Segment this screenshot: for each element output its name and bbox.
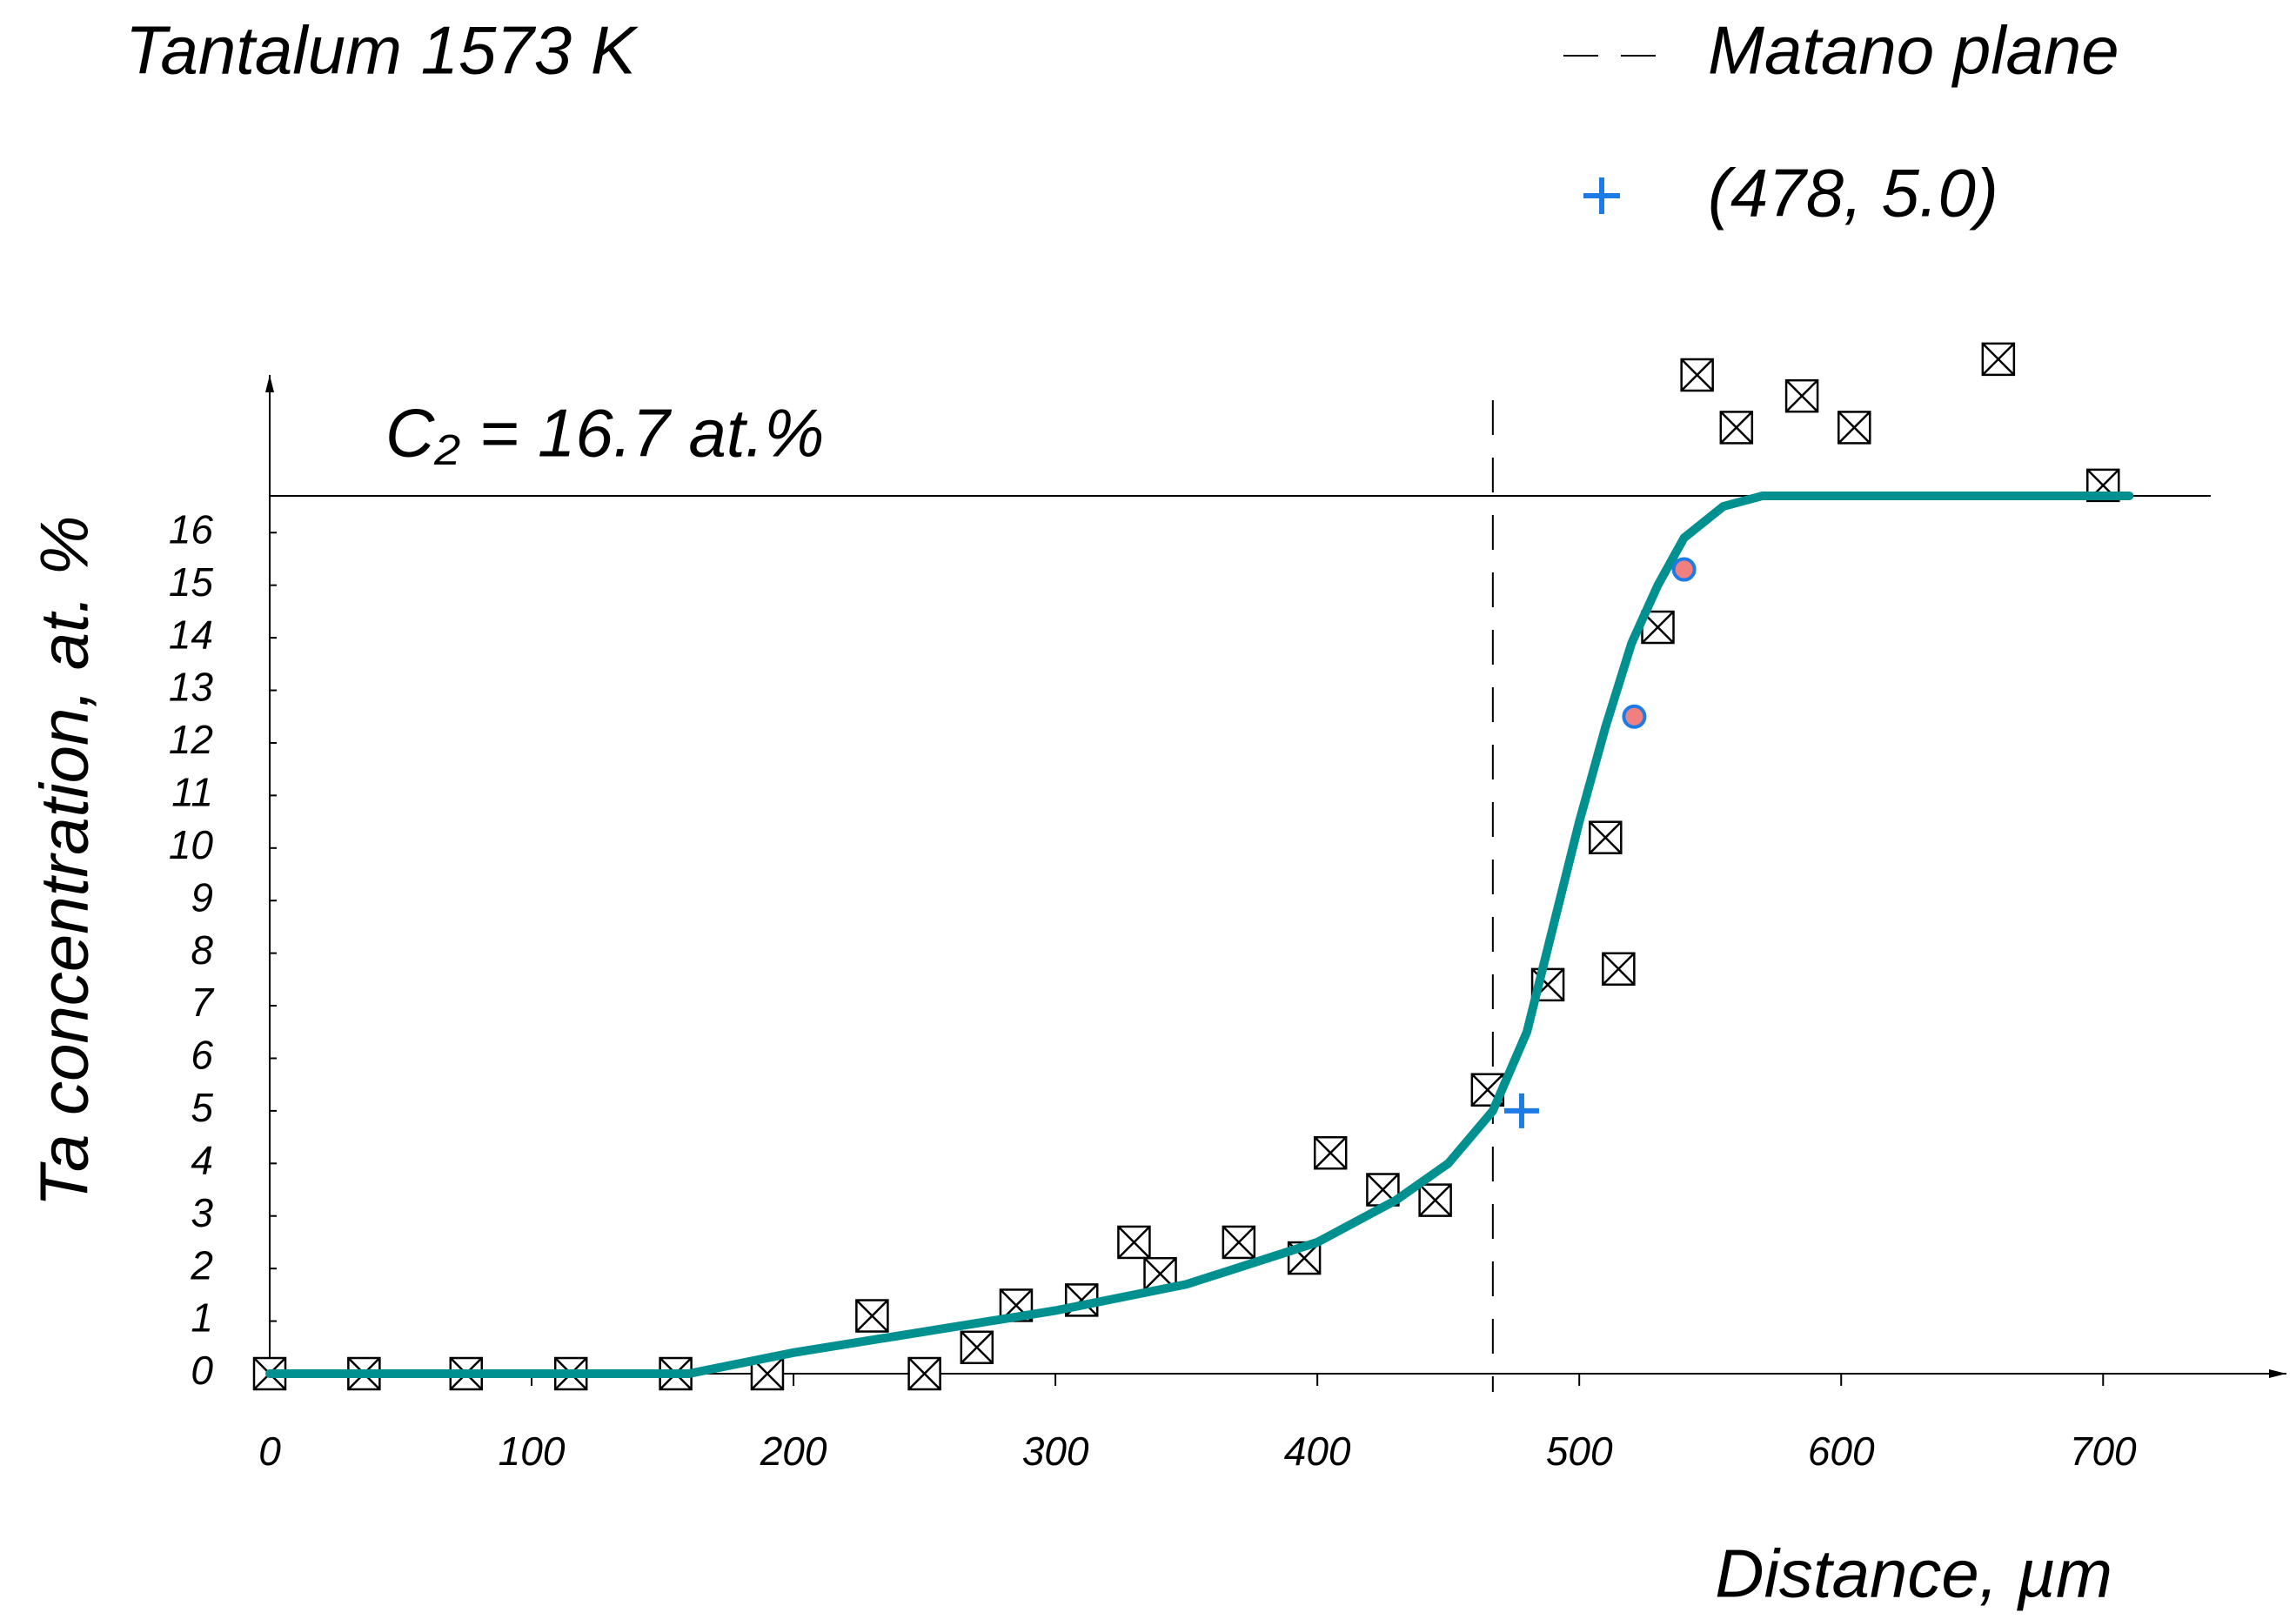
data-point — [1313, 1135, 1348, 1170]
x-tick-label: 400 — [1284, 1428, 1351, 1474]
x-tick-label: 300 — [1022, 1428, 1089, 1474]
y-tick-label: 3 — [191, 1190, 213, 1235]
y-tick-label: 0 — [191, 1348, 213, 1393]
y-tick-label: 15 — [169, 559, 214, 605]
y-tick-label: 7 — [191, 980, 214, 1025]
legend-marker — [1583, 177, 1620, 214]
y-tick-label: 10 — [169, 822, 214, 867]
y-tick-label: 4 — [191, 1137, 213, 1182]
y-tick-label: 16 — [169, 506, 214, 552]
data-point — [1602, 952, 1636, 987]
chart-title: Tantalum 1573 K — [125, 12, 639, 89]
legend-label: Matano plane — [1708, 12, 2119, 89]
y-tick-label: 8 — [191, 927, 213, 973]
data-point — [855, 1299, 889, 1333]
y-tick-label: 14 — [169, 612, 213, 657]
y-tick-label: 12 — [169, 717, 213, 762]
data-point — [1222, 1225, 1256, 1260]
y-tick-label: 11 — [171, 770, 213, 815]
highlight-point — [1622, 704, 1647, 729]
data-point — [1117, 1225, 1151, 1260]
y-tick-label: 2 — [190, 1242, 213, 1288]
c2-label: C₂ = 16.7 at.% — [385, 395, 825, 472]
x-tick-label: 200 — [760, 1428, 827, 1474]
x-tick-label: 0 — [258, 1428, 281, 1474]
x-tick-label: 700 — [2070, 1428, 2137, 1474]
y-axis-label: Ta concentration, at. % — [26, 516, 103, 1208]
x-tick-label: 600 — [1808, 1428, 1875, 1474]
y-tick-label: 13 — [169, 665, 214, 710]
y-tick-label: 1 — [191, 1295, 213, 1341]
data-point — [1981, 342, 2016, 377]
y-tick-label: 5 — [191, 1085, 213, 1130]
data-point — [1719, 411, 1754, 445]
data-point — [960, 1330, 994, 1365]
data-point — [1784, 378, 1819, 413]
data-point — [1418, 1183, 1452, 1217]
legend-label: (478, 5.0) — [1708, 155, 1998, 231]
data-point — [1837, 411, 1871, 445]
y-tick-label: 9 — [191, 874, 213, 920]
data-point — [1680, 358, 1714, 392]
data-point — [1589, 820, 1623, 854]
x-axis-label: Distance, µm — [1715, 1535, 2112, 1612]
data-point — [1143, 1256, 1177, 1291]
matano-point — [1503, 1093, 1539, 1128]
fit-curve — [265, 491, 2134, 1378]
x-tick-label: 100 — [499, 1428, 566, 1474]
data-point — [1530, 967, 1565, 1002]
data-point — [907, 1356, 941, 1391]
x-tick-label: 500 — [1546, 1428, 1613, 1474]
y-tick-label: 6 — [191, 1033, 213, 1078]
highlight-point — [1671, 557, 1697, 582]
